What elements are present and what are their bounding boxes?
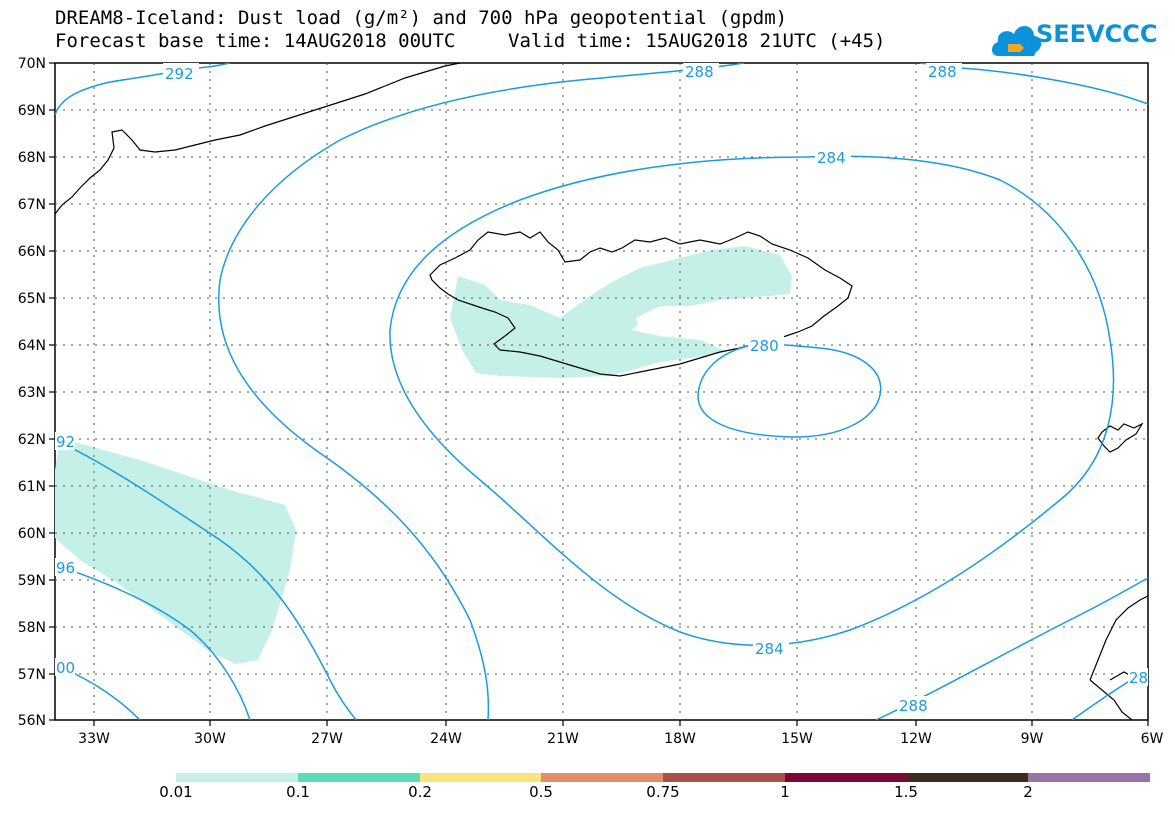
colorbar-swatch bbox=[784, 773, 907, 782]
lon-label: 33W bbox=[78, 731, 110, 747]
lat-label: 62N bbox=[18, 432, 46, 448]
map-title: DREAM8-Iceland: Dust load (g/m²) and 700… bbox=[55, 7, 788, 29]
axis-ticks bbox=[49, 62, 1149, 726]
colorbar-swatch bbox=[906, 773, 1029, 782]
contour-label-292-north: 292 bbox=[165, 65, 194, 83]
colorbar-tick-label: 0.2 bbox=[408, 783, 432, 801]
contour-288-outer bbox=[217, 63, 1148, 720]
contour-label-292-west: 92 bbox=[56, 433, 75, 451]
contour-label-288-north: 288 bbox=[685, 63, 714, 81]
colorbar-tick-label: 0.01 bbox=[159, 783, 193, 801]
contour-288-southeast bbox=[875, 577, 1148, 720]
forecast-base-time: Forecast base time: 14AUG2018 00UTC bbox=[55, 30, 456, 52]
contour-label-296-west: 96 bbox=[56, 559, 75, 577]
coast-iceland bbox=[429, 231, 853, 377]
colorbar-swatch bbox=[541, 773, 663, 782]
lat-label: 59N bbox=[18, 573, 46, 589]
lat-label: 63N bbox=[18, 385, 46, 401]
lat-label: 60N bbox=[18, 526, 46, 542]
colorbar-tick-label: 0.1 bbox=[286, 783, 310, 801]
colorbar-swatch bbox=[297, 773, 420, 782]
lon-label: 27W bbox=[311, 731, 343, 747]
lat-label: 61N bbox=[18, 479, 46, 495]
lat-label: 66N bbox=[18, 244, 46, 260]
lat-label: 69N bbox=[18, 103, 46, 119]
lon-label: 12W bbox=[900, 731, 932, 747]
colorbar-tick-label: 2 bbox=[1023, 783, 1033, 801]
dust-hole-iceland bbox=[636, 306, 705, 330]
lon-label: 9W bbox=[1021, 731, 1044, 747]
lat-label: 57N bbox=[18, 667, 46, 683]
contour-284 bbox=[389, 155, 1115, 646]
lat-label: 70N bbox=[18, 56, 46, 72]
contour-label-288-south: 288 bbox=[899, 697, 928, 715]
contour-label-284-north: 284 bbox=[817, 149, 846, 167]
cloud-icon bbox=[992, 25, 1042, 56]
lat-label: 68N bbox=[18, 150, 46, 166]
latitude-labels: 70N 69N 68N 67N 66N 65N 64N 63N 62N 61N … bbox=[18, 56, 46, 729]
colorbar-tick-label: 1 bbox=[780, 783, 790, 801]
coast-faroe bbox=[1097, 422, 1144, 453]
contour-label-288-northeast: 288 bbox=[928, 63, 957, 81]
geopotential-contours bbox=[55, 63, 1148, 720]
contour-296-west bbox=[55, 564, 251, 720]
contour-label-284-south: 284 bbox=[755, 640, 784, 658]
colorbar-tick-label: 0.5 bbox=[529, 783, 553, 801]
contour-292-west bbox=[55, 439, 357, 720]
valid-time: Valid time: 15AUG2018 21UTC (+45) bbox=[508, 30, 886, 52]
logo-text: SEEVCCC bbox=[1036, 20, 1158, 48]
lat-label: 65N bbox=[18, 291, 46, 307]
longitude-labels: 33W 30W 27W 24W 21W 18W 15W 12W 9W 6W bbox=[78, 731, 1163, 747]
lat-label: 58N bbox=[18, 620, 46, 636]
lon-label: 15W bbox=[781, 731, 813, 747]
colorbar-swatch bbox=[1028, 773, 1150, 782]
contour-label-300-west: 00 bbox=[56, 659, 75, 677]
dust-area-southwest bbox=[55, 438, 296, 664]
contour-label-backings bbox=[55, 63, 1148, 714]
contour-label-280: 280 bbox=[750, 337, 779, 355]
coast-greenland bbox=[55, 63, 461, 215]
contour-label-right-edge: 28 bbox=[1129, 669, 1148, 687]
colorbar-swatch bbox=[176, 773, 298, 782]
lon-label: 18W bbox=[664, 731, 696, 747]
colorbar-swatch bbox=[663, 773, 785, 782]
graticule bbox=[55, 63, 1148, 720]
lon-label: 24W bbox=[430, 731, 462, 747]
lon-label: 21W bbox=[547, 731, 579, 747]
colorbar-swatch bbox=[419, 773, 542, 782]
contour-280 bbox=[697, 343, 882, 438]
lon-label: 30W bbox=[194, 731, 226, 747]
colorbar-tick-label: 1.5 bbox=[894, 783, 918, 801]
lon-label: 6W bbox=[1141, 731, 1164, 747]
lat-label: 64N bbox=[18, 338, 46, 354]
lat-label: 56N bbox=[18, 713, 46, 729]
colorbar-tick-label: 0.75 bbox=[646, 783, 680, 801]
lat-label: 67N bbox=[18, 197, 46, 213]
colorbar bbox=[176, 773, 1150, 782]
